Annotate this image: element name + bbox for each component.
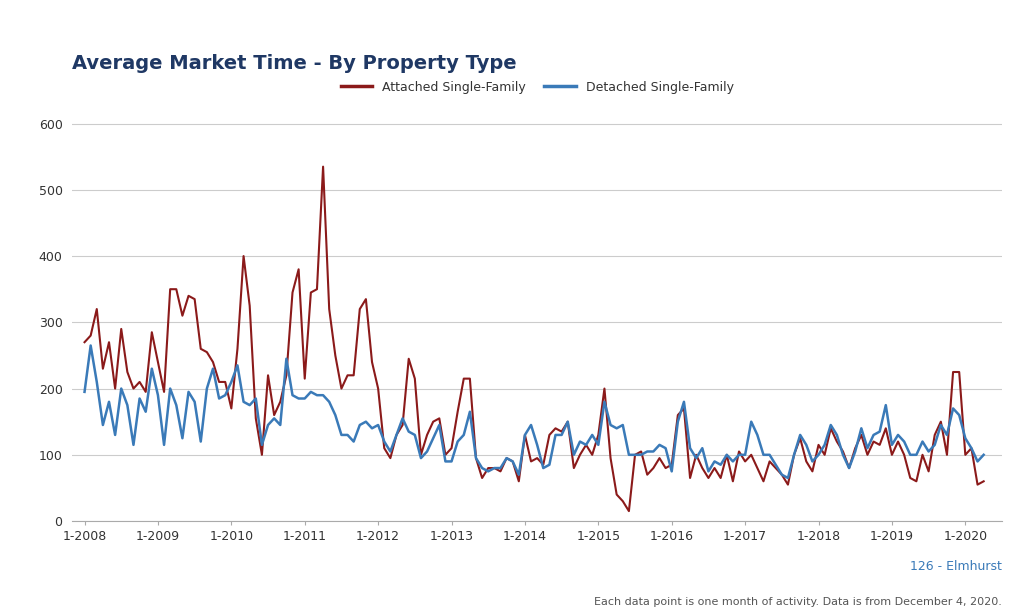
Text: 126 - Elmhurst: 126 - Elmhurst [910,560,1002,573]
Attached Single-Family [79,338,91,346]
Line: Attached Single-Family: Attached Single-Family [85,167,983,511]
Text: Average Market Time - By Property Type: Average Market Time - By Property Type [72,54,516,73]
Detached Single-Family [79,388,91,395]
Legend: Attached Single-Family, Detached Single-Family: Attached Single-Family, Detached Single-… [336,75,739,99]
Attached Single-Family [250,414,262,422]
Detached Single-Family [721,451,733,459]
Detached Single-Family [256,441,269,449]
Text: Each data point is one month of activity. Data is from December 4, 2020.: Each data point is one month of activity… [594,597,1002,607]
Attached Single-Family [139,388,152,395]
Line: Detached Single-Family: Detached Single-Family [85,346,983,478]
Detached Single-Family [146,365,158,372]
Detached Single-Family [512,471,525,478]
Detached Single-Family [782,474,794,482]
Detached Single-Family [635,451,648,459]
Attached Single-Family [641,471,654,478]
Detached Single-Family [85,342,97,349]
Attached Single-Family [726,478,739,485]
Detached Single-Family [977,451,990,459]
Attached Single-Family [977,478,990,485]
Attached Single-Family [623,508,635,515]
Detached Single-Family [531,441,543,449]
Attached Single-Family [531,454,543,462]
Attached Single-Family [512,478,525,485]
Attached Single-Family [317,163,330,170]
